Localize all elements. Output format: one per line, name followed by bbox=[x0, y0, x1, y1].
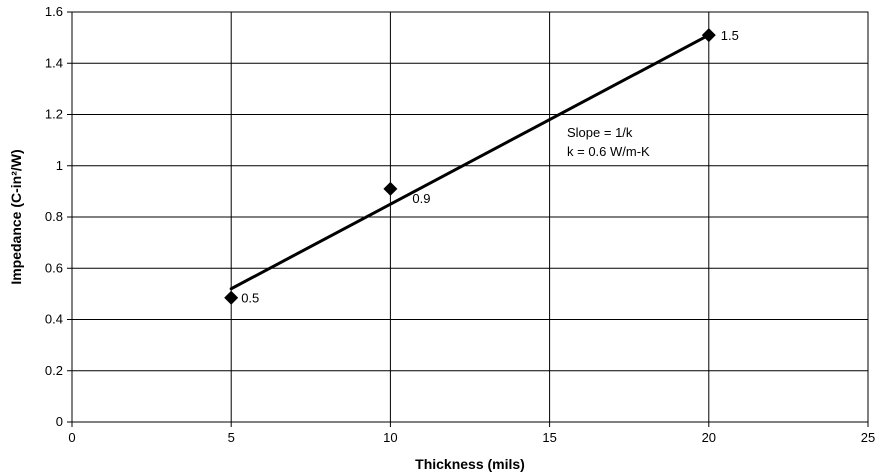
data-labels: 0.5 0.9 1.5 bbox=[241, 28, 739, 306]
x-tick-label: 15 bbox=[542, 430, 556, 445]
slope-annotation: Slope = 1/k bbox=[567, 125, 633, 140]
y-tick-label: 0.6 bbox=[45, 260, 63, 275]
y-tick-label: 1.2 bbox=[45, 107, 63, 122]
y-tick-label: 0.2 bbox=[45, 363, 63, 378]
x-axis-title: Thickness (mils) bbox=[415, 456, 525, 472]
x-tick-label: 10 bbox=[383, 430, 397, 445]
x-tick-label: 20 bbox=[702, 430, 716, 445]
y-axis-ticks: 0 0.2 0.4 0.6 0.8 1 1.2 1.4 1.6 bbox=[45, 4, 72, 429]
x-axis-ticks: 0 5 10 15 20 25 bbox=[68, 422, 875, 445]
x-tick-label: 25 bbox=[861, 430, 875, 445]
data-point-diamond bbox=[383, 181, 398, 196]
y-tick-label: 0.8 bbox=[45, 209, 63, 224]
y-tick-label: 1 bbox=[56, 158, 63, 173]
x-tick-label: 0 bbox=[68, 430, 75, 445]
data-label: 1.5 bbox=[721, 28, 739, 43]
data-label: 0.5 bbox=[241, 291, 259, 306]
conductivity-annotation: k = 0.6 W/m-K bbox=[567, 144, 650, 159]
grid-lines bbox=[71, 11, 869, 423]
y-axis-title: Impedance (C-in²/W) bbox=[8, 149, 24, 284]
y-tick-label: 0.4 bbox=[45, 312, 63, 327]
y-tick-label: 0 bbox=[56, 414, 63, 429]
data-point-diamond bbox=[224, 290, 239, 305]
x-tick-label: 5 bbox=[228, 430, 235, 445]
series-layer bbox=[224, 28, 716, 305]
data-point-diamond bbox=[701, 28, 716, 43]
y-tick-label: 1.4 bbox=[45, 55, 63, 70]
y-tick-label: 1.6 bbox=[45, 4, 63, 19]
data-label: 0.9 bbox=[412, 191, 430, 206]
fit-line bbox=[229, 33, 711, 291]
